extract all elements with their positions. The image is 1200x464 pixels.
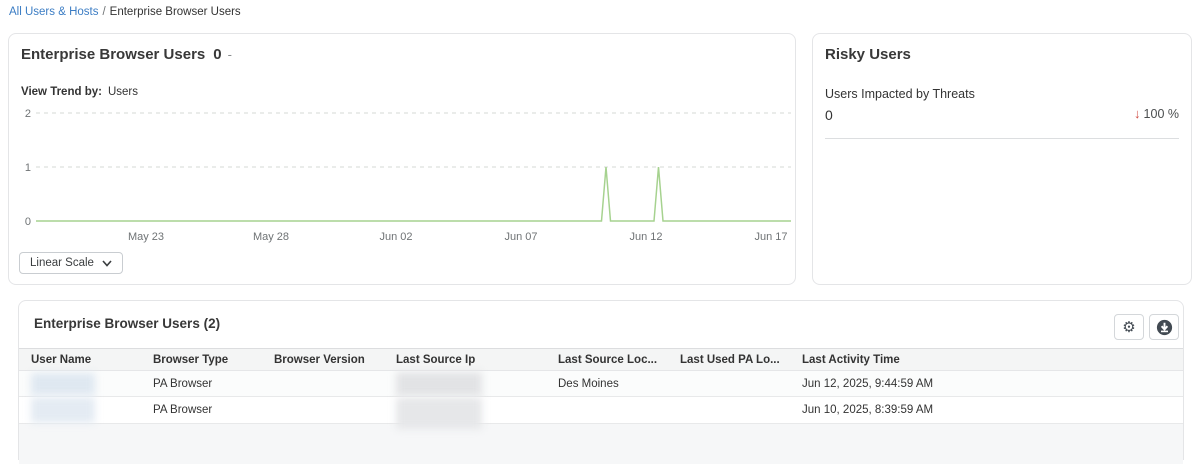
cell-last-activity-time: Jun 10, 2025, 8:39:59 AM bbox=[802, 404, 934, 416]
svg-text:2: 2 bbox=[25, 108, 31, 120]
svg-text:1: 1 bbox=[25, 162, 31, 174]
table-row[interactable]: PA Browser Des Moines Jun 12, 2025, 9:44… bbox=[19, 371, 1183, 397]
table-settings-button[interactable]: ⚙ bbox=[1114, 314, 1144, 340]
breadcrumb-link-all-users-hosts[interactable]: All Users & Hosts bbox=[9, 6, 99, 18]
trend-card-title: Enterprise Browser Users 0- bbox=[21, 46, 232, 63]
trend-card-title-text: Enterprise Browser Users bbox=[21, 46, 206, 63]
chevron-down-icon bbox=[102, 259, 112, 267]
col-header-last-used-pa-location[interactable]: Last Used PA Lo... bbox=[680, 353, 780, 366]
risky-card-divider bbox=[825, 138, 1179, 139]
risky-users-card: Risky Users Users Impacted by Threats 0 … bbox=[812, 33, 1192, 285]
redacted-user-name bbox=[31, 397, 95, 423]
view-trend-by-label: View Trend by: bbox=[21, 86, 102, 98]
users-impacted-delta: ↓ 100 % bbox=[1134, 106, 1179, 121]
download-icon bbox=[1156, 319, 1172, 335]
redacted-source-ip bbox=[396, 397, 482, 429]
breadcrumb-current: Enterprise Browser Users bbox=[109, 6, 241, 18]
redacted-user-name bbox=[31, 373, 95, 395]
view-trend-by: View Trend by: Users bbox=[21, 86, 138, 98]
cell-last-source-location: Des Moines bbox=[558, 377, 619, 390]
svg-text:May 28: May 28 bbox=[253, 231, 289, 243]
redacted-source-ip bbox=[396, 372, 482, 396]
svg-text:0: 0 bbox=[25, 216, 31, 228]
svg-text:Jun 02: Jun 02 bbox=[379, 231, 412, 243]
breadcrumb: All Users & Hosts / Enterprise Browser Use… bbox=[9, 6, 241, 18]
table-title: Enterprise Browser Users (2) bbox=[34, 316, 221, 331]
col-header-last-source-location[interactable]: Last Source Loc... bbox=[558, 353, 658, 366]
col-header-user-name[interactable]: User Name bbox=[31, 353, 92, 366]
table-export-button[interactable] bbox=[1149, 314, 1179, 340]
cell-last-activity-time: Jun 12, 2025, 9:44:59 AM bbox=[802, 377, 934, 390]
col-header-browser-type[interactable]: Browser Type bbox=[153, 353, 229, 366]
col-header-last-activity-time[interactable]: Last Activity Time bbox=[802, 353, 900, 366]
col-header-last-source-ip[interactable]: Last Source Ip bbox=[396, 353, 476, 366]
cell-browser-type: PA Browser bbox=[153, 377, 213, 390]
cell-browser-type: PA Browser bbox=[153, 404, 213, 416]
users-impacted-value: 0 bbox=[825, 107, 833, 123]
svg-text:Jun 07: Jun 07 bbox=[504, 231, 537, 243]
view-trend-by-value[interactable]: Users bbox=[107, 86, 138, 98]
enterprise-browser-users-trend-card: Enterprise Browser Users 0- View Trend by… bbox=[8, 33, 796, 285]
enterprise-browser-users-table-card: Enterprise Browser Users (2) ⚙ User Name… bbox=[18, 300, 1184, 464]
table-empty-area bbox=[19, 424, 1183, 464]
svg-text:May 23: May 23 bbox=[128, 231, 164, 243]
table-titlebar: Enterprise Browser Users (2) ⚙ bbox=[19, 301, 1183, 348]
svg-text:Jun 12: Jun 12 bbox=[629, 231, 662, 243]
table-row[interactable]: PA Browser Jun 10, 2025, 8:39:59 AM bbox=[19, 397, 1183, 429]
trend-card-title-dash: - bbox=[227, 47, 232, 62]
linear-scale-label: Linear Scale bbox=[30, 257, 94, 269]
trend-card-title-count: 0 bbox=[213, 46, 222, 63]
table-header-row: User Name Browser Type Browser Version L… bbox=[19, 348, 1183, 371]
breadcrumb-separator: / bbox=[102, 6, 106, 18]
users-impacted-label: Users Impacted by Threats bbox=[825, 87, 975, 101]
svg-text:Jun 17: Jun 17 bbox=[754, 231, 787, 243]
arrow-down-icon: ↓ bbox=[1134, 106, 1141, 121]
gear-icon: ⚙ bbox=[1122, 318, 1136, 336]
risky-card-title: Risky Users bbox=[825, 46, 911, 63]
trend-chart-svg: 0 1 2 May 23 May 28 Jun 02 Jun 07 Jun 12 Jun 17 bbox=[25, 108, 791, 243]
col-header-browser-version[interactable]: Browser Version bbox=[274, 353, 365, 366]
linear-scale-dropdown[interactable]: Linear Scale bbox=[19, 252, 123, 274]
delta-percent: 100 % bbox=[1143, 106, 1179, 121]
